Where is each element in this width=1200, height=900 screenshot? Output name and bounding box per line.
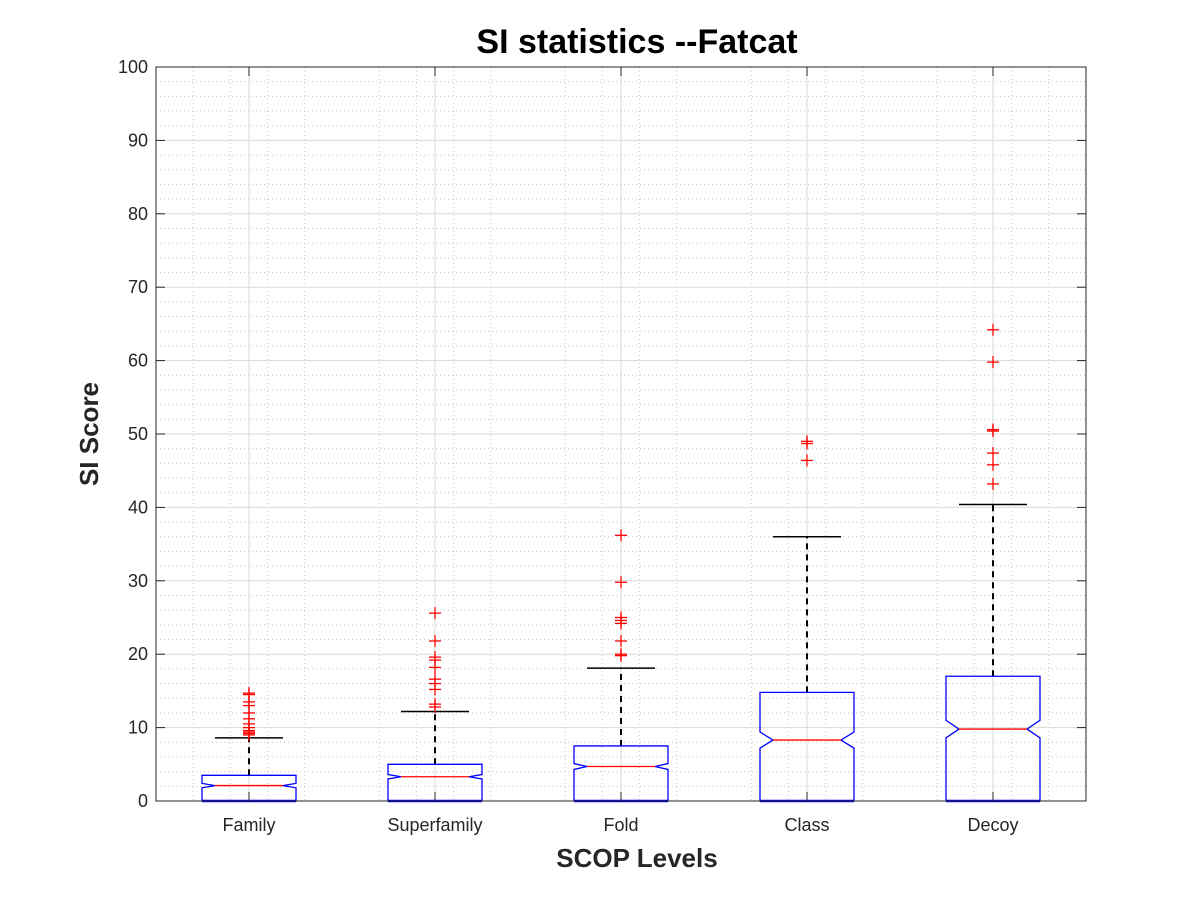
chart-title: SI statistics --Fatcat xyxy=(476,23,797,61)
notched-box xyxy=(573,745,669,802)
notched-box xyxy=(759,691,855,802)
notched-box xyxy=(945,675,1041,802)
y-tick-label: 100 xyxy=(118,57,148,77)
x-axis-label: SCOP Levels xyxy=(556,843,717,873)
y-tick-label: 80 xyxy=(128,204,148,224)
x-tick-label: Fold xyxy=(603,815,638,835)
notched-box xyxy=(387,763,483,802)
notched-box xyxy=(201,774,297,802)
x-axis: Family Superfamily Fold Class Decoy xyxy=(223,67,1019,835)
y-tick-label: 50 xyxy=(128,424,148,444)
y-tick-label: 90 xyxy=(128,130,148,150)
y-tick-label: 0 xyxy=(138,791,148,811)
y-axis: 0 10 20 30 40 50 60 70 80 90 100 xyxy=(118,57,1086,811)
y-tick-label: 30 xyxy=(128,571,148,591)
y-tick-label: 20 xyxy=(128,644,148,664)
y-tick-label: 40 xyxy=(128,497,148,517)
y-tick-label: 10 xyxy=(128,718,148,738)
x-tick-label: Class xyxy=(784,815,829,835)
x-tick-label: Family xyxy=(223,815,276,835)
x-tick-label: Decoy xyxy=(967,815,1018,835)
y-tick-label: 70 xyxy=(128,277,148,297)
y-axis-label: SI Score xyxy=(74,382,104,486)
y-tick-label: 60 xyxy=(128,351,148,371)
x-tick-label: Superfamily xyxy=(387,815,482,835)
